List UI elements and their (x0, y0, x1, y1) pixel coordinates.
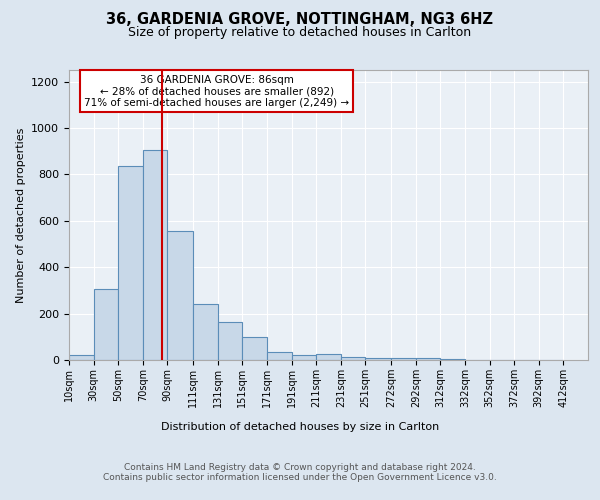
Bar (193, 304, 218, 360)
Bar (440, 359, 465, 360)
Bar (416, 358, 440, 360)
Bar (267, 352, 292, 360)
Bar (391, 358, 416, 360)
Text: Size of property relative to detached houses in Carlton: Size of property relative to detached ho… (128, 26, 472, 39)
Bar (242, 337, 267, 360)
Bar (69, 356, 94, 360)
Text: 36 GARDENIA GROVE: 86sqm
← 28% of detached houses are smaller (892)
71% of semi-: 36 GARDENIA GROVE: 86sqm ← 28% of detach… (84, 74, 349, 108)
Bar (143, 150, 167, 360)
Y-axis label: Number of detached properties: Number of detached properties (16, 128, 26, 302)
Text: Distribution of detached houses by size in Carlton: Distribution of detached houses by size … (161, 422, 439, 432)
Bar (292, 356, 316, 360)
Bar (341, 356, 365, 360)
Bar (218, 322, 242, 360)
Bar (167, 231, 193, 360)
Text: 36, GARDENIA GROVE, NOTTINGHAM, NG3 6HZ: 36, GARDENIA GROVE, NOTTINGHAM, NG3 6HZ (107, 12, 493, 28)
Bar (94, 289, 118, 360)
Bar (118, 166, 143, 360)
Text: Contains HM Land Registry data © Crown copyright and database right 2024.
Contai: Contains HM Land Registry data © Crown c… (103, 462, 497, 482)
Bar (365, 358, 391, 360)
Bar (316, 354, 341, 360)
